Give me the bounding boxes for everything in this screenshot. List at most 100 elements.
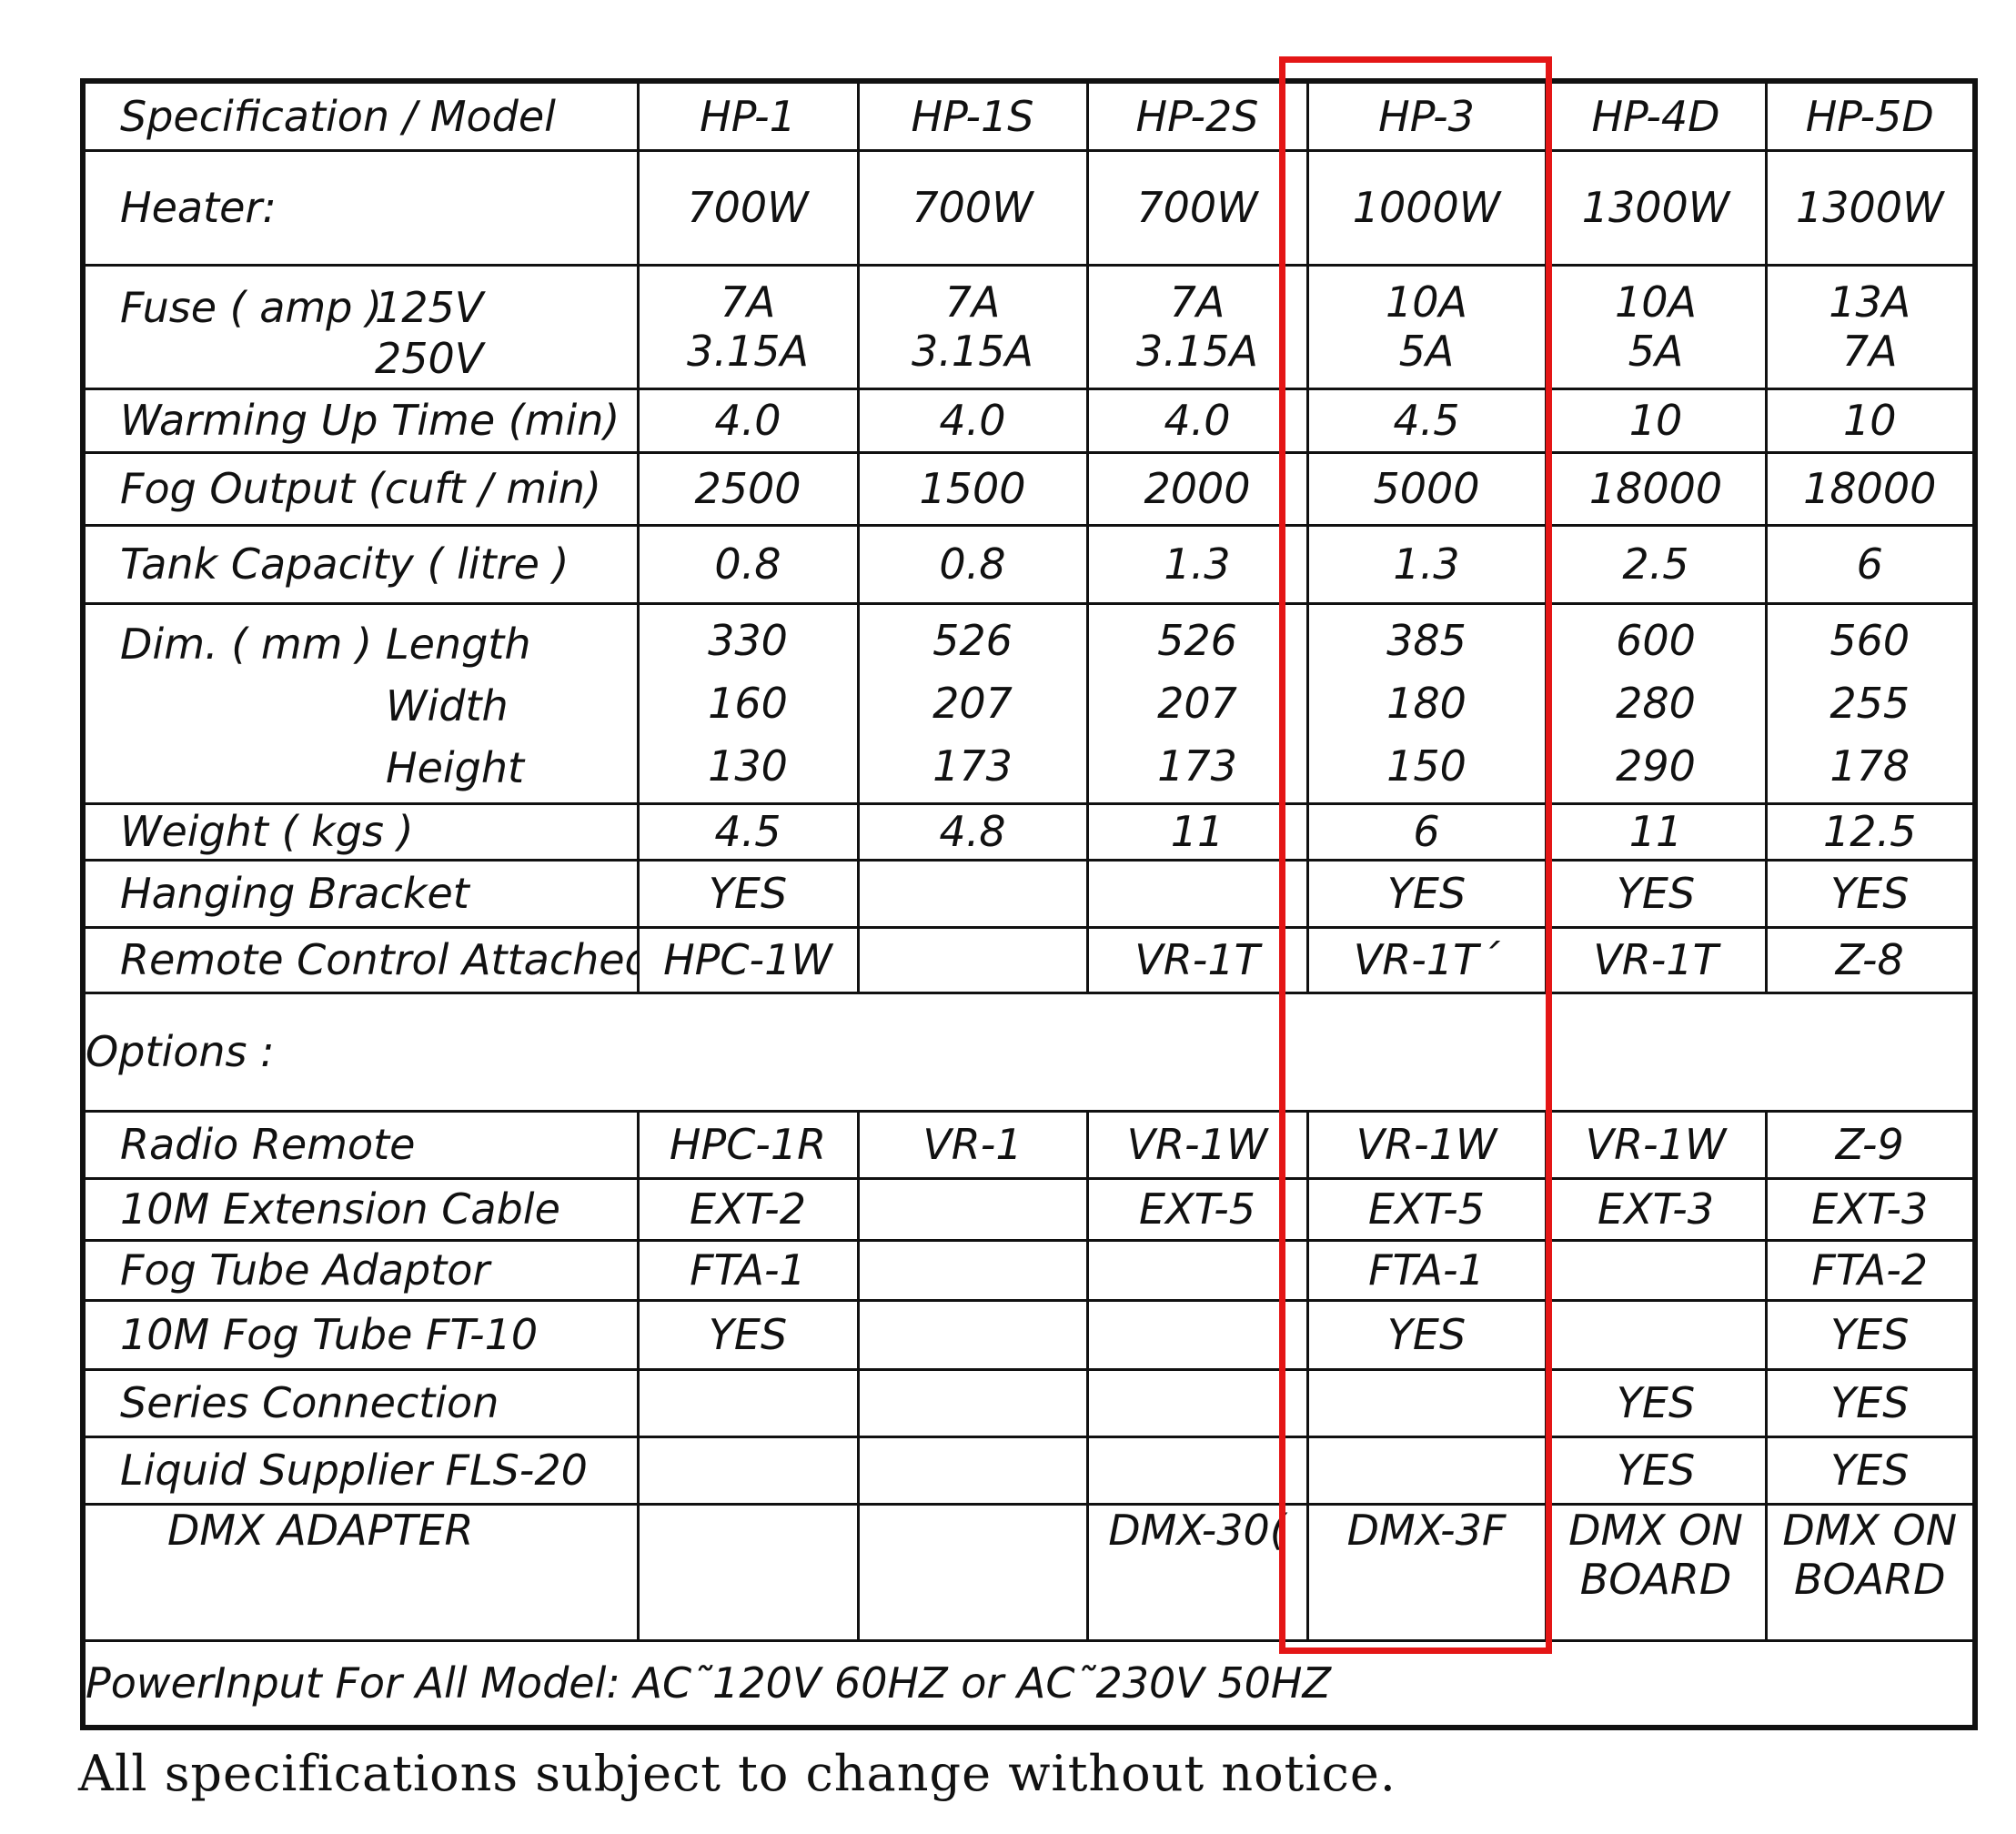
liquid-label: Liquid Supplier FLS-20 — [81, 1435, 640, 1506]
dimensions-value-cell: 526 207 173 — [856, 601, 1089, 805]
remote-value: VR-1T — [1544, 925, 1768, 994]
heater-row: Heater: 700W 700W 700W 1000W 1300W 1300W — [81, 148, 1977, 267]
bracket-value: YES — [1544, 858, 1768, 929]
width-value: 255 — [1830, 678, 1910, 728]
remote-value — [856, 925, 1089, 994]
power-input: PowerInput For All Model: AC˜120V 60HZ o… — [81, 1638, 1977, 1729]
liquid-value — [856, 1435, 1089, 1506]
adaptor-value: FTA-1 — [636, 1238, 860, 1302]
heater-value: 700W — [856, 148, 1089, 267]
specification-table: Specification / Model HP-1 HP-1S HP-2S H… — [80, 78, 1978, 1730]
weight-row: Weight ( kgs ) 4.5 4.8 11 6 11 12.5 — [81, 801, 1977, 862]
model-hp-2s: HP-2S — [1085, 79, 1309, 152]
fuse-value-cell: 7A 3.15A — [1085, 263, 1309, 390]
dmx-value-cell: DMX-30( — [1085, 1502, 1309, 1642]
series-value — [1085, 1367, 1309, 1438]
radio-value: VR-1 — [856, 1109, 1089, 1180]
warming-value: 10 — [1544, 387, 1768, 454]
model-hp-1: HP-1 — [636, 79, 860, 152]
dmx-row: DMX ADAPTER DMX-30( DMX-3F DMX ON BOARD D… — [81, 1502, 1977, 1642]
heater-value: 700W — [636, 148, 860, 267]
fuse-value-cell: 7A 3.15A — [636, 263, 860, 390]
heater-label: Heater: — [81, 148, 640, 267]
ext-cable-value: EXT-5 — [1085, 1176, 1309, 1242]
fuse-125-value: 10A — [1614, 277, 1697, 327]
ext-cable-value — [856, 1176, 1089, 1242]
width-value: 280 — [1616, 678, 1696, 728]
dmx-value: DMX-30( — [1108, 1505, 1286, 1555]
fog-tube-value: YES — [1305, 1298, 1547, 1371]
fuse-value-cell: 13A 7A — [1764, 263, 1977, 390]
fuse-250-value: 5A — [1628, 327, 1684, 376]
dimensions-row: Dim. ( mm ) Length Width Height 330 160 13… — [81, 601, 1977, 805]
bracket-value: YES — [636, 858, 860, 929]
fuse-250-value: 3.15A — [912, 327, 1033, 376]
dmx-value-cell — [856, 1502, 1089, 1642]
liquid-value — [636, 1435, 860, 1506]
fuse-label: Fuse ( amp ) — [120, 282, 382, 332]
dmx-value-line2: BOARD — [1579, 1554, 1732, 1604]
dmx-label: DMX ADAPTER — [81, 1502, 640, 1642]
fog-output-value: 18000 — [1764, 450, 1977, 527]
length-value: 526 — [1157, 615, 1237, 665]
fog-output-value: 2000 — [1085, 450, 1309, 527]
tank-label: Tank Capacity ( litre ) — [81, 523, 640, 605]
power-input-row: PowerInput For All Model: AC˜120V 60HZ o… — [81, 1638, 1977, 1729]
fog-tube-value — [856, 1298, 1089, 1371]
warming-label: Warming Up Time (min) — [81, 387, 640, 454]
tank-value: 6 — [1764, 523, 1977, 605]
tank-value: 0.8 — [856, 523, 1089, 605]
adaptor-value — [1085, 1238, 1309, 1302]
liquid-row: Liquid Supplier FLS-20 YES YES — [81, 1435, 1977, 1506]
fuse-value-cell: 10A 5A — [1305, 263, 1547, 390]
adaptor-value — [1544, 1238, 1768, 1302]
series-value — [636, 1367, 860, 1438]
heater-value: 1300W — [1764, 148, 1977, 267]
weight-value: 4.5 — [636, 801, 860, 862]
fog-output-value: 5000 — [1305, 450, 1547, 527]
options-heading: Options : — [81, 991, 1977, 1113]
liquid-value — [1085, 1435, 1309, 1506]
radio-label: Radio Remote — [81, 1109, 640, 1180]
header-row: Specification / Model HP-1 HP-1S HP-2S H… — [81, 79, 1977, 152]
fog-tube-value: YES — [636, 1298, 860, 1371]
fog-output-value: 1500 — [856, 450, 1089, 527]
width-value: 160 — [708, 678, 788, 728]
dmx-value-cell: DMX ON BOARD — [1764, 1502, 1977, 1642]
weight-value: 4.8 — [856, 801, 1089, 862]
warming-value: 4.0 — [856, 387, 1089, 454]
weight-value: 11 — [1085, 801, 1309, 862]
weight-value: 6 — [1305, 801, 1547, 862]
footnote: All specifications subject to change wit… — [78, 1745, 1396, 1802]
fog-tube-value — [1085, 1298, 1309, 1371]
ext-cable-value: EXT-5 — [1305, 1176, 1547, 1242]
warming-value: 4.5 — [1305, 387, 1547, 454]
bracket-value — [1085, 858, 1309, 929]
dimensions-label: Dim. ( mm ) — [120, 619, 373, 669]
tank-value: 1.3 — [1305, 523, 1547, 605]
series-value — [856, 1367, 1089, 1438]
model-hp-4d: HP-4D — [1544, 79, 1768, 152]
adaptor-value: FTA-1 — [1305, 1238, 1547, 1302]
width-value: 180 — [1386, 678, 1467, 728]
fog-output-row: Fog Output (cuft / min) 2500 1500 2000 5… — [81, 450, 1977, 527]
length-value: 385 — [1386, 615, 1467, 665]
dmx-value: DMX-3F — [1346, 1505, 1507, 1555]
ext-cable-value: EXT-2 — [636, 1176, 860, 1242]
fuse-value-cell: 10A 5A — [1544, 263, 1768, 390]
height-label: Height — [386, 742, 525, 792]
dimensions-value-cell: 600 280 290 — [1544, 601, 1768, 805]
weight-value: 11 — [1544, 801, 1768, 862]
series-row: Series Connection YES YES — [81, 1367, 1977, 1438]
tank-value: 0.8 — [636, 523, 860, 605]
fog-tube-value — [1544, 1298, 1768, 1371]
remote-value: HPC-1W — [636, 925, 860, 994]
fuse-250-value: 7A — [1841, 327, 1898, 376]
fuse-125-value: 13A — [1829, 277, 1911, 327]
height-value: 130 — [708, 741, 788, 791]
radio-value: VR-1W — [1305, 1109, 1547, 1180]
fuse-250-value: 3.15A — [1136, 327, 1258, 376]
radio-value: Z-9 — [1764, 1109, 1977, 1180]
height-value: 178 — [1830, 741, 1910, 791]
tank-row: Tank Capacity ( litre ) 0.8 0.8 1.3 1.3 … — [81, 523, 1977, 605]
